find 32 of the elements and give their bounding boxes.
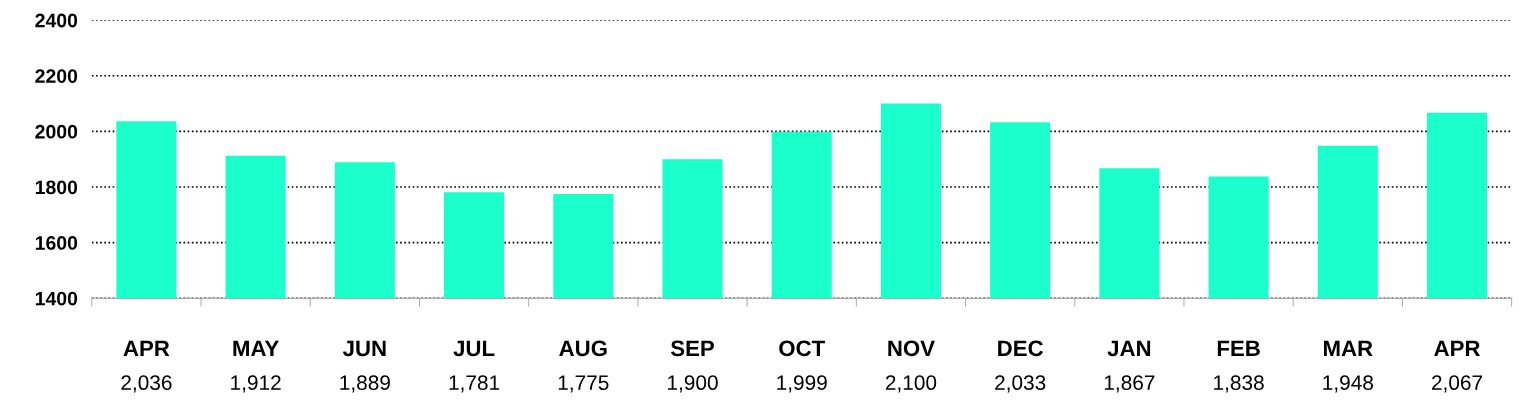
x-tick-label: DEC: [998, 340, 1044, 357]
data-label: 1,889: [340, 375, 390, 393]
data-label: 2,036: [121, 375, 172, 393]
data-label: 1,912: [231, 375, 281, 393]
y-tick-label: 1800: [35, 180, 78, 195]
x-tick-label: JAN: [1107, 340, 1151, 357]
y-tick-label: 2400: [35, 13, 78, 28]
x-tick-label: MAY: [233, 340, 279, 356]
data-label: 1,867: [1104, 375, 1155, 393]
y-tick-label: 1600: [35, 236, 78, 250]
y-tick-label: 1400: [35, 291, 78, 306]
data-label: 1,900: [668, 375, 718, 393]
data-label: 1,999: [777, 375, 827, 393]
x-tick-label: APR: [123, 340, 170, 356]
data-label: 1,948: [1323, 375, 1373, 393]
data-label: 2,100: [885, 375, 937, 393]
x-tick-label: AUG: [559, 340, 607, 357]
x-tick-label: NOV: [888, 340, 935, 357]
x-tick-label: APR: [1434, 340, 1481, 356]
data-label: 1,838: [1214, 375, 1264, 393]
x-tick-label: JUN: [342, 340, 386, 357]
data-label: 2,067: [1432, 375, 1483, 393]
y-tick-label: 2000: [35, 124, 78, 139]
x-tick-label: JUL: [453, 340, 495, 357]
data-label: 2,033: [995, 375, 1046, 393]
x-tick-label: SEP: [670, 340, 714, 357]
y-tick-label: 2200: [35, 69, 78, 83]
x-tick-label: FEB: [1217, 340, 1260, 356]
data-label: 1,775: [558, 375, 609, 393]
x-tick-label: MAR: [1323, 340, 1373, 356]
x-tick-label: OCT: [779, 340, 825, 357]
data-label: 1,781: [449, 375, 500, 393]
